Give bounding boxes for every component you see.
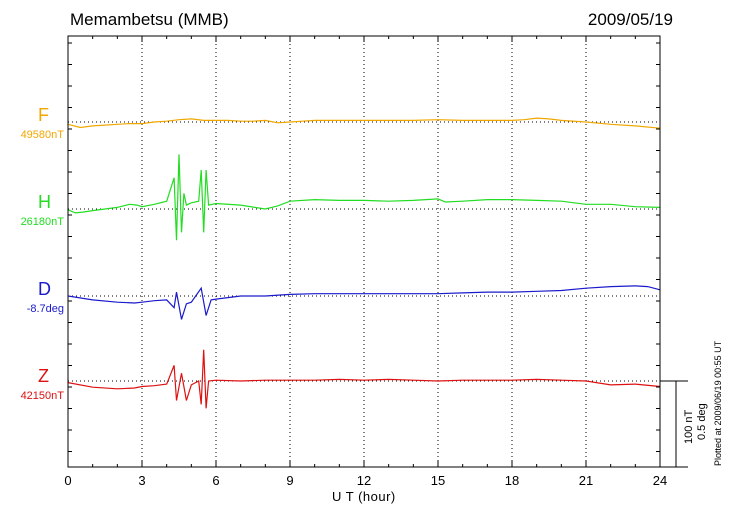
x-tick-label-6: 6 — [212, 473, 219, 488]
x-tick-label-9: 9 — [286, 473, 293, 488]
x-tick-label-18: 18 — [505, 473, 519, 488]
x-tick-label-15: 15 — [431, 473, 445, 488]
series-label-H: H — [38, 192, 51, 212]
x-tick-label-12: 12 — [357, 473, 371, 488]
series-label-F: F — [38, 105, 49, 125]
series-line-F — [67, 117, 661, 129]
x-tick-label-3: 3 — [138, 473, 145, 488]
series-baseline-F: 49580nT — [20, 129, 64, 141]
x-tick-label-21: 21 — [579, 473, 593, 488]
series-label-Z: Z — [38, 366, 49, 386]
series-line-H — [67, 154, 661, 241]
scale-bar-deg-label: 0.5 deg — [696, 403, 708, 440]
series-baseline-H: 26180nT — [20, 216, 64, 228]
series-baseline-D: -8.7deg — [26, 303, 64, 315]
x-tick-label-24: 24 — [653, 473, 667, 488]
date-label: 2009/05/19 — [587, 10, 673, 29]
x-tick-label-0: 0 — [64, 473, 71, 488]
x-axis-label: U T (hour) — [332, 489, 396, 504]
scale-bar-nt-label: 100 nT — [683, 409, 695, 444]
series-line-Z — [67, 349, 661, 409]
series-baseline-Z: 42150nT — [20, 390, 64, 402]
series-line-D — [67, 285, 661, 320]
plotted-at-note: Plotted at 2009/06/19 00:55 UT — [713, 340, 723, 466]
station-title: Memambetsu (MMB) — [70, 10, 229, 29]
series-label-D: D — [38, 279, 51, 299]
